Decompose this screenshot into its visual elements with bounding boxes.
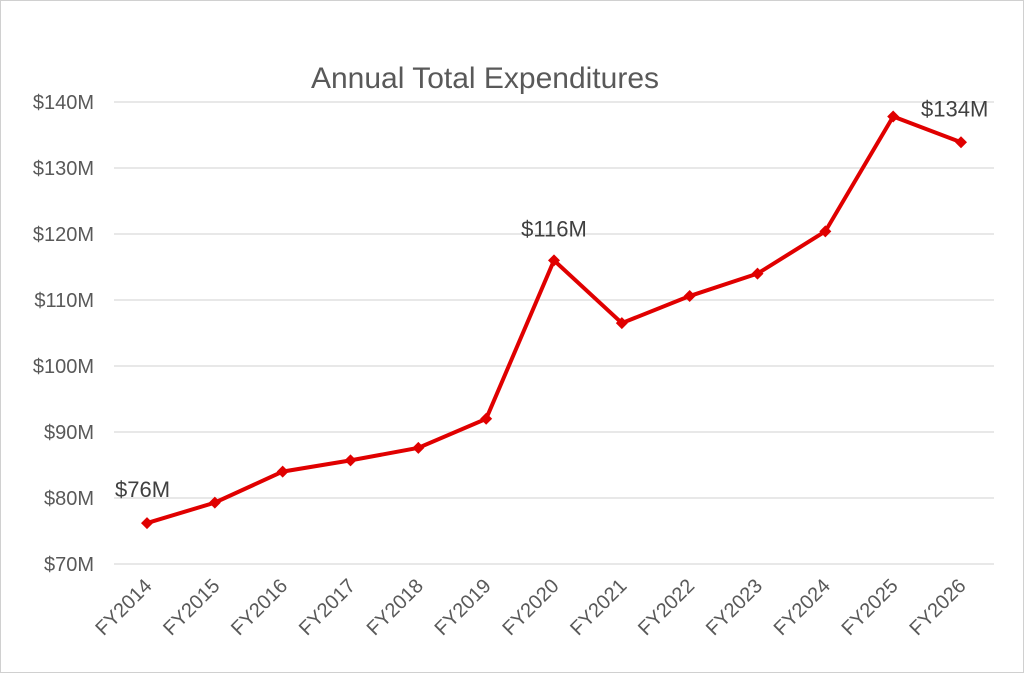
- x-tick-label: FY2015: [159, 575, 224, 640]
- gridlines: [114, 101, 994, 565]
- series-layer: [141, 110, 967, 530]
- x-tick-label: FY2016: [227, 575, 292, 640]
- series-line: [146, 114, 962, 525]
- y-tick-label: $80M: [44, 488, 94, 510]
- x-tick-label: FY2026: [905, 575, 970, 640]
- data-label: $134M: [921, 96, 988, 121]
- x-tick-label: FY2025: [838, 575, 903, 640]
- data-point-marker: [412, 441, 425, 454]
- data-point-marker: [344, 454, 357, 467]
- data-point-marker: [683, 290, 696, 303]
- data-point-marker: [480, 412, 493, 425]
- data-point-marker: [615, 317, 628, 330]
- data-point-marker: [276, 465, 289, 478]
- x-axis-ticks: FY2014 FY2015 FY2016 FY2017 FY2018 FY2019 FY20…: [91, 575, 970, 640]
- data-point-marker: [208, 496, 221, 509]
- x-tick-label: FY2017: [295, 575, 360, 640]
- y-tick-label: $100M: [33, 356, 94, 378]
- x-tick-label: FY2018: [363, 575, 428, 640]
- x-tick-label: FY2020: [498, 575, 563, 640]
- y-tick-label: $70M: [44, 554, 94, 576]
- y-tick-label: $130M: [33, 158, 94, 180]
- data-point-marker: [751, 267, 764, 280]
- data-point-marker: [887, 110, 900, 123]
- x-tick-label: FY2014: [91, 575, 156, 640]
- x-tick-label: FY2024: [770, 575, 835, 640]
- chart-title: Annual Total Expenditures: [311, 62, 659, 95]
- x-tick-label: FY2023: [702, 575, 767, 640]
- y-tick-label: $120M: [33, 224, 94, 246]
- x-tick-label: FY2021: [566, 575, 631, 640]
- x-tick-label: FY2019: [431, 575, 496, 640]
- data-point-marker: [548, 254, 560, 267]
- data-point-marker: [955, 136, 967, 149]
- data-label: $116M: [521, 216, 587, 241]
- data-labels: $76M $116M $134M: [115, 96, 988, 502]
- data-point-marker: [819, 225, 832, 238]
- data-point-marker: [141, 517, 153, 530]
- y-tick-label: $140M: [33, 92, 94, 114]
- y-tick-label: $110M: [34, 290, 94, 312]
- data-label: $76M: [115, 477, 170, 502]
- y-axis-ticks: $70M $80M $90M $100M $110M $120M $130M $140M: [33, 92, 94, 576]
- y-tick-label: $90M: [44, 422, 94, 444]
- x-tick-label: FY2022: [634, 575, 699, 640]
